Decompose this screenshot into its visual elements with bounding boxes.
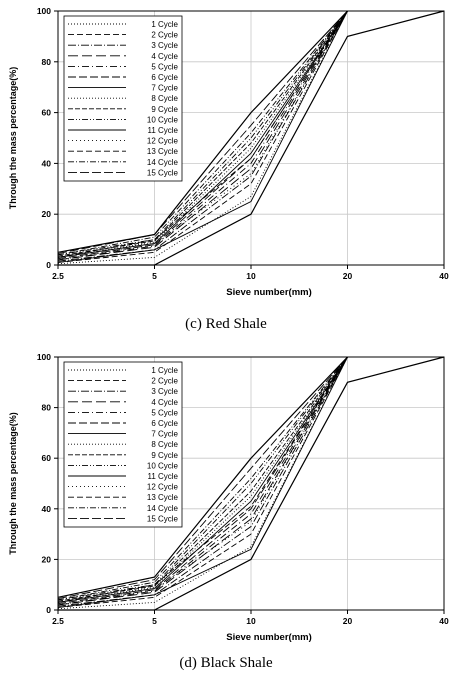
series-line-cycle-2 [57,356,348,608]
legend-label-cycle-8: 8 Cycle [151,440,178,449]
x-axis-label: Sieve number(mm) [226,632,312,643]
legend-label-cycle-15: 15 Cycle [147,514,179,523]
series-line-cycle-14 [57,10,348,256]
y-axis-label: Through the mass percentage(%) [8,412,18,555]
legend-label-cycle-6: 6 Cycle [151,73,178,82]
x-tick-label: 40 [439,271,449,281]
legend-label-cycle-3: 3 Cycle [151,387,178,396]
y-tick-label: 20 [42,209,52,219]
series-line-cycle-5 [57,10,348,261]
series-line-cycle-13 [57,10,348,258]
series-line-cycle-15 [57,356,348,600]
legend-label-cycle-11: 11 Cycle [147,472,178,481]
series-line-cycle-7 [57,356,348,603]
envelope-lower-line [58,10,445,266]
x-tick-label: 10 [246,616,256,626]
y-tick-label: 100 [37,6,51,16]
legend-label-cycle-6: 6 Cycle [151,419,178,428]
x-tick-label: 20 [343,616,353,626]
legend-label-cycle-9: 9 Cycle [151,105,178,114]
legend-label-cycle-10: 10 Cycle [147,461,179,470]
x-axis-label: Sieve number(mm) [226,287,312,298]
series-line-cycle-3 [57,356,348,607]
black-shale-caption: (d) Black Shale [179,655,273,671]
series-line-cycle-9 [57,356,348,602]
legend-label-cycle-10: 10 Cycle [147,115,179,124]
series-line-cycle-3 [57,10,348,262]
x-tick-label: 2.5 [52,616,64,626]
legend-label-cycle-14: 14 Cycle [147,504,179,513]
y-tick-label: 0 [46,605,51,615]
series-line-cycle-8 [57,10,348,258]
series-line-cycle-2 [57,10,348,263]
series-line-cycle-6 [57,10,348,260]
series-line-cycle-12 [57,10,348,261]
legend-label-cycle-15: 15 Cycle [147,168,179,177]
y-tick-label: 0 [46,260,51,270]
series-line-cycle-13 [57,356,348,603]
y-tick-label: 80 [42,403,52,413]
legend-label-cycle-13: 13 Cycle [147,147,179,156]
legend-label-cycle-5: 5 Cycle [151,62,178,71]
series-line-cycle-15 [57,10,348,255]
x-tick-label: 40 [439,616,449,626]
y-tick-label: 40 [42,158,52,168]
series-line-cycle-9 [57,10,348,257]
series-line-cycle-4 [57,10,348,261]
legend-label-cycle-13: 13 Cycle [147,493,179,502]
series-line-cycle-11 [57,10,348,263]
legend-label-cycle-7: 7 Cycle [151,430,178,439]
series-line-cycle-5 [57,356,348,606]
red-shale-chart: 0 20 40 60 80 100 2.5 5 10 20 40 Sieve number(mm) Th… [8,6,449,298]
legend-label-cycle-3: 3 Cycle [151,41,178,50]
series-line-cycle-12 [57,356,348,606]
series-line-cycle-11 [57,356,348,608]
legend-label-cycle-4: 4 Cycle [151,398,178,407]
envelope-lower-line [58,356,445,611]
envelope-upper-line [57,356,348,598]
series-line-cycle-6 [57,356,348,605]
y-tick-label: 20 [42,554,52,564]
series-line-cycle-1 [57,356,348,610]
legend-label-cycle-11: 11 Cycle [147,126,178,135]
series-line-cycle-14 [57,356,348,601]
x-tick-label: 5 [152,271,157,281]
legend-label-cycle-7: 7 Cycle [151,84,178,93]
envelope-upper-line [57,10,348,253]
legend-label-cycle-2: 2 Cycle [151,377,178,386]
legend-label-cycle-1: 1 Cycle [151,366,178,375]
legend-label-cycle-12: 12 Cycle [147,137,179,146]
black-shale-chart: 0 20 40 60 80 100 2.5 5 10 20 40 Sieve number(mm) Th… [8,352,449,643]
legend-label-cycle-9: 9 Cycle [151,451,178,460]
legend-label-cycle-8: 8 Cycle [151,94,178,103]
legend-label-cycle-4: 4 Cycle [151,52,178,61]
y-tick-label: 60 [42,108,52,118]
x-tick-label: 10 [246,271,256,281]
y-tick-label: 40 [42,504,52,514]
y-axis-label: Through the mass percentage(%) [8,67,18,210]
legend-label-cycle-12: 12 Cycle [147,483,179,492]
x-tick-label: 2.5 [52,271,64,281]
series-line-cycle-7 [57,10,348,258]
legend-label-cycle-5: 5 Cycle [151,408,178,417]
legend-label-cycle-1: 1 Cycle [151,20,178,29]
x-tick-label: 5 [152,616,157,626]
y-tick-label: 60 [42,453,52,463]
x-tick-label: 20 [343,271,353,281]
legend-label-cycle-2: 2 Cycle [151,31,178,40]
legend-label-cycle-14: 14 Cycle [147,158,179,167]
y-tick-label: 100 [37,352,51,362]
y-tick-label: 80 [42,57,52,67]
series-line-cycle-1 [57,10,348,265]
red-shale-caption: (c) Red Shale [185,316,267,332]
series-line-cycle-8 [57,356,348,603]
